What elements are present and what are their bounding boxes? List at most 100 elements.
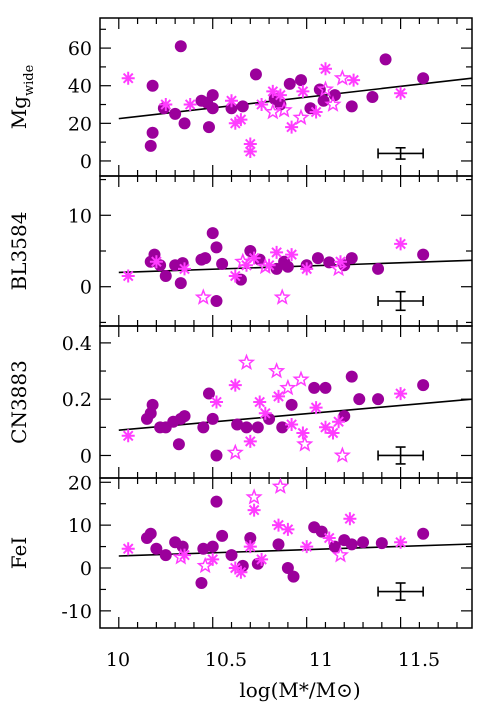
open-star-point <box>256 257 275 275</box>
filled-circle-point <box>281 562 294 574</box>
filled-circle-point <box>146 126 159 139</box>
filled-circle-point <box>178 117 191 130</box>
filled-circle-point <box>323 256 336 269</box>
asterisk-point <box>243 145 257 158</box>
asterisk-point <box>309 105 323 119</box>
asterisk-point <box>394 387 408 401</box>
y-tick-label: -10 <box>61 601 92 623</box>
y-tick-label: 20 <box>68 113 92 135</box>
asterisk-point <box>234 113 248 127</box>
filled-circle-point <box>206 540 219 553</box>
filled-circle-point <box>317 94 330 107</box>
open-star-point <box>196 556 214 574</box>
y-tick-label: 40 <box>68 76 92 98</box>
open-star-point <box>333 446 352 463</box>
open-star-point <box>245 488 263 505</box>
asterisk-point <box>210 395 223 409</box>
filled-circle-point <box>236 100 249 113</box>
filled-circle-point <box>176 540 189 553</box>
filled-circle-point <box>144 527 157 540</box>
asterisk-point <box>206 552 220 566</box>
asterisk-point <box>300 262 314 276</box>
asterisk-point <box>332 415 346 429</box>
filled-circle-point <box>216 257 229 270</box>
filled-circle-point <box>178 410 191 423</box>
open-star-point <box>234 252 252 270</box>
filled-circle-point <box>281 260 294 273</box>
asterisk-point <box>319 420 332 434</box>
panel-2: 0 10 BL3584 <box>7 175 473 327</box>
asterisk-point <box>253 395 267 409</box>
fit-line <box>118 543 473 557</box>
asterisk-point <box>178 262 191 276</box>
open-star-point <box>194 288 212 305</box>
filled-circle-point <box>169 107 182 120</box>
filled-circle-point <box>353 393 366 406</box>
asterisk-point <box>243 540 257 554</box>
asterisk-point <box>343 512 357 526</box>
y-axis-label-main: BL3584 <box>7 212 31 291</box>
asterisk-point <box>243 137 257 151</box>
x-axis-label: log(M*/M⊙) <box>239 678 360 702</box>
y-axis-label-subscript: wide <box>22 64 37 96</box>
asterisk-point <box>121 269 135 283</box>
x-tick-label: 10.5 <box>205 649 247 671</box>
filled-circle-point <box>357 536 370 549</box>
open-star-point <box>267 361 286 379</box>
open-star-point <box>264 102 282 120</box>
open-star-point <box>273 288 291 305</box>
panel-3: 0 0.2 0.4 CN3883 <box>7 325 473 479</box>
filled-circle-point <box>144 139 157 152</box>
filled-circle-point <box>146 79 159 92</box>
asterisk-point <box>319 62 332 76</box>
filled-circle-point <box>249 68 262 81</box>
filled-circle-point <box>345 370 358 383</box>
asterisk-point <box>234 565 248 579</box>
asterisk-point <box>296 426 310 440</box>
asterisk-point <box>296 84 310 98</box>
filled-circle-point <box>328 540 341 553</box>
asterisk-point <box>272 389 285 403</box>
filled-circle-point <box>210 449 223 462</box>
filled-circle-point <box>287 570 300 583</box>
filled-circle-point <box>210 295 223 307</box>
filled-circle-point <box>366 91 379 103</box>
open-star-point <box>271 477 289 494</box>
filled-circle-point <box>276 421 289 434</box>
open-star-point <box>292 108 310 126</box>
asterisk-point <box>121 542 135 556</box>
y-tick-label: 0 <box>80 558 92 580</box>
asterisk-point <box>334 255 347 269</box>
y-axis-label: CN3883 <box>7 360 31 444</box>
x-tick-label: 10 <box>106 649 130 671</box>
filled-circle-point <box>150 542 163 555</box>
filled-circle-point <box>206 89 219 102</box>
filled-circle-point <box>176 257 189 270</box>
y-tick-label: 0 <box>80 151 92 173</box>
open-star-point <box>237 353 256 371</box>
open-star-point <box>316 80 335 97</box>
filled-circle-point <box>328 89 341 102</box>
x-tick-label: 11.5 <box>398 649 440 671</box>
asterisk-point <box>300 540 314 554</box>
asterisk-point <box>255 552 269 566</box>
panel-frame <box>99 477 473 629</box>
filled-circle-point <box>240 421 253 434</box>
open-star-point <box>172 548 190 565</box>
y-tick-label: 10 <box>68 205 92 227</box>
y-axis-label: Mgwide <box>7 64 37 129</box>
asterisk-point <box>270 245 284 259</box>
filled-circle-point <box>231 418 244 431</box>
panel-1: 0 20 40 60 Mgwide <box>7 17 473 177</box>
filled-circle-point <box>225 549 238 562</box>
y-tick-label: 0.2 <box>62 389 92 411</box>
filled-circle-point <box>285 398 298 411</box>
asterisk-point <box>281 522 295 536</box>
filled-circle-point <box>311 252 324 265</box>
filled-circle-point <box>172 438 185 451</box>
y-axis-label: FeI <box>7 537 31 570</box>
filled-circle-point <box>206 227 219 240</box>
y-axis-label: BL3584 <box>7 212 31 291</box>
asterisk-point <box>322 531 336 545</box>
filled-circle-point <box>272 538 285 551</box>
